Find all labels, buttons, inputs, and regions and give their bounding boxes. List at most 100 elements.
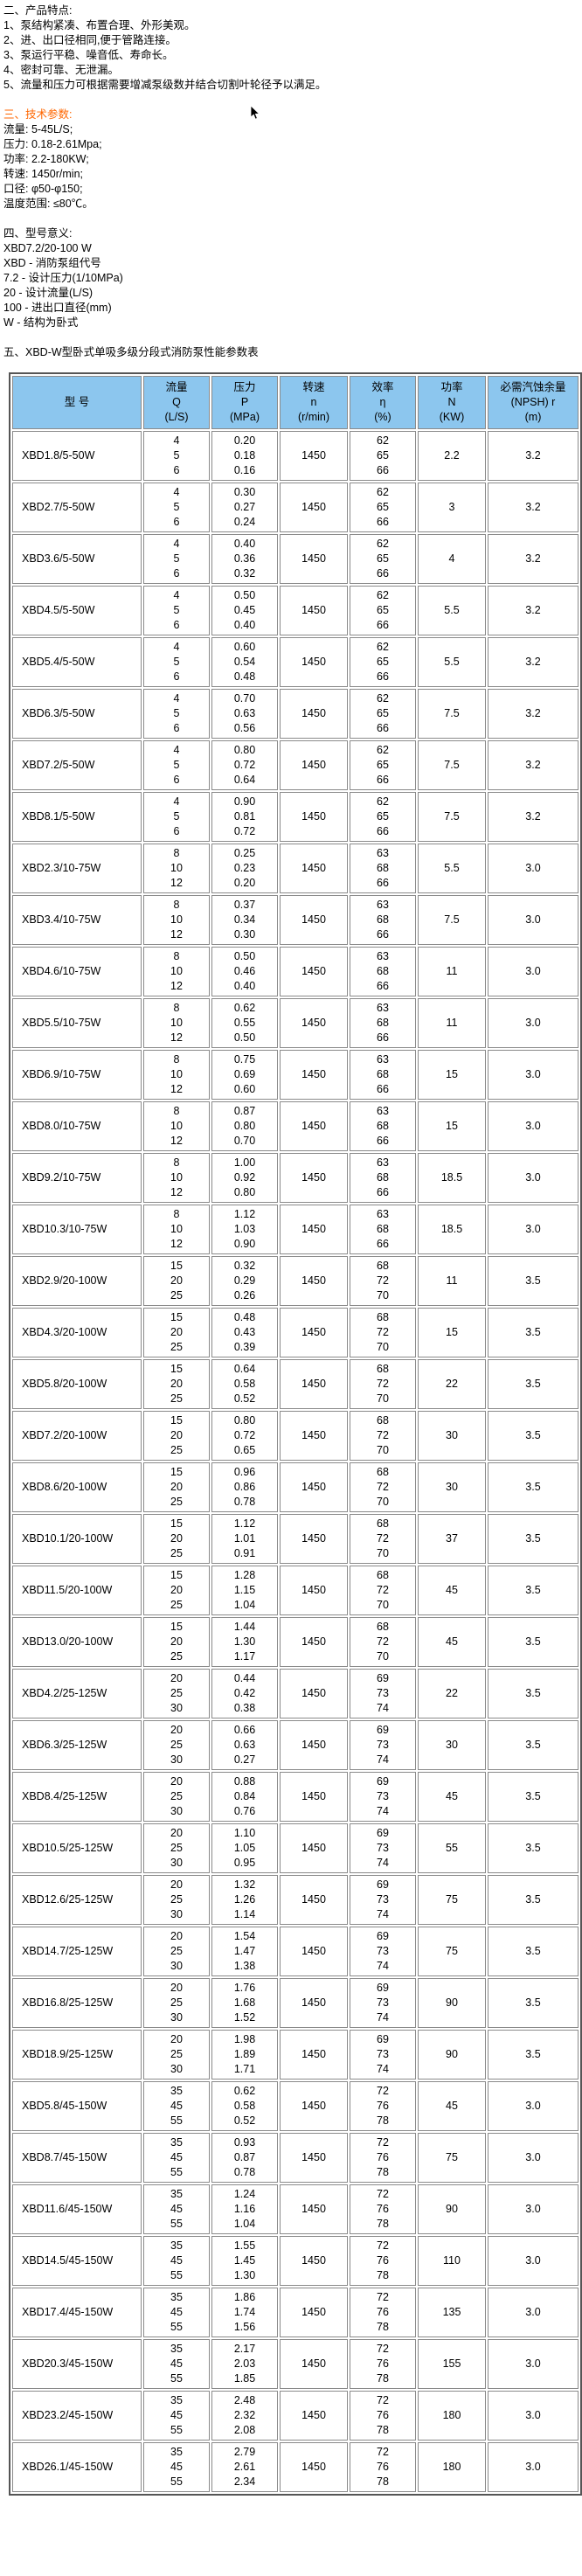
cell-flow: 8 10 12 xyxy=(143,1050,210,1100)
cell-model: XBD2.7/5-50W xyxy=(12,483,142,532)
cell-model: XBD14.7/25-125W xyxy=(12,1927,142,1976)
performance-table-header: 型 号流量 Q (L/S) 压力 P (MPa) 转速 n (r/min) 效率 η (%) 功率 N (K… xyxy=(12,376,579,429)
cell-power: 135 xyxy=(418,2288,486,2337)
cell-model: XBD8.4/25-125W xyxy=(12,1772,142,1822)
cell-pressure: 0.20 0.18 0.16 xyxy=(211,431,278,481)
cell-speed: 1450 xyxy=(280,1617,348,1667)
cell-flow: 8 10 12 xyxy=(143,1205,210,1254)
cell-npsh: 3.0 xyxy=(488,1101,579,1151)
table-row: XBD10.1/20-100W 15 20 25 1.12 1.01 0.91 1450 68 7… xyxy=(12,1514,579,1564)
cell-power: 5.5 xyxy=(418,586,486,635)
cell-model: XBD1.8/5-50W xyxy=(12,431,142,481)
cell-efficiency: 68 72 70 xyxy=(350,1617,416,1667)
cell-flow: 20 25 30 xyxy=(143,1978,210,2028)
cell-flow: 15 20 25 xyxy=(143,1514,210,1564)
cell-efficiency: 63 68 66 xyxy=(350,1153,416,1203)
cell-npsh: 3.0 xyxy=(488,1205,579,1254)
cell-pressure: 0.62 0.55 0.50 xyxy=(211,998,278,1048)
cell-efficiency: 62 65 66 xyxy=(350,534,416,584)
table-row: XBD6.3/25-125W 20 25 30 0.66 0.63 0.27 1450 69 73… xyxy=(12,1720,579,1770)
cell-speed: 1450 xyxy=(280,1205,348,1254)
cell-speed: 1450 xyxy=(280,1462,348,1512)
cell-npsh: 3.2 xyxy=(488,689,579,739)
cell-power: 7.5 xyxy=(418,895,486,945)
cell-pressure: 0.30 0.27 0.24 xyxy=(211,483,278,532)
cell-pressure: 0.25 0.23 0.20 xyxy=(211,844,278,893)
cell-efficiency: 72 76 78 xyxy=(350,2442,416,2492)
cell-model: XBD26.1/45-150W xyxy=(12,2442,142,2492)
cell-model: XBD4.2/25-125W xyxy=(12,1669,142,1718)
cell-npsh: 3.5 xyxy=(488,1411,579,1461)
cell-model: XBD2.3/10-75W xyxy=(12,844,142,893)
cell-power: 11 xyxy=(418,947,486,996)
cell-power: 30 xyxy=(418,1720,486,1770)
cell-power: 180 xyxy=(418,2442,486,2492)
cell-efficiency: 62 65 66 xyxy=(350,586,416,635)
cell-power: 90 xyxy=(418,2030,486,2080)
model-meaning-list: XBD7.2/20-100 W XBD - 消防泵组代号 7.2 - 设计压力(1/… xyxy=(3,241,582,330)
cell-efficiency: 72 76 78 xyxy=(350,2081,416,2131)
cell-efficiency: 69 73 74 xyxy=(350,1927,416,1976)
cell-speed: 1450 xyxy=(280,1359,348,1409)
cell-npsh: 3.5 xyxy=(488,2030,579,2080)
cell-speed: 1450 xyxy=(280,483,348,532)
cell-efficiency: 63 68 66 xyxy=(350,998,416,1048)
table-row: XBD4.3/20-100W 15 20 25 0.48 0.43 0.39 1450 68 72… xyxy=(12,1308,579,1357)
cell-model: XBD5.4/5-50W xyxy=(12,637,142,687)
cell-power: 15 xyxy=(418,1101,486,1151)
cell-npsh: 3.5 xyxy=(488,1772,579,1822)
cell-power: 45 xyxy=(418,1617,486,1667)
cell-efficiency: 69 73 74 xyxy=(350,1772,416,1822)
table-row: XBD6.9/10-75W 8 10 12 0.75 0.69 0.60 1450 63 68 66… xyxy=(12,1050,579,1100)
cell-model: XBD7.2/20-100W xyxy=(12,1411,142,1461)
cell-power: 45 xyxy=(418,1566,486,1615)
table-row: XBD3.6/5-50W 4 5 6 0.40 0.36 0.32 1450 62 65 66 4 3.… xyxy=(12,534,579,584)
cell-flow: 20 25 30 xyxy=(143,1720,210,1770)
performance-table: 型 号流量 Q (L/S) 压力 P (MPa) 转速 n (r/min) 效率 η (%) 功率 N (K… xyxy=(9,372,582,2496)
cell-pressure: 0.50 0.46 0.40 xyxy=(211,947,278,996)
cell-speed: 1450 xyxy=(280,2030,348,2080)
table-row: XBD9.2/10-75W 8 10 12 1.00 0.92 0.80 1450 63 68 66… xyxy=(12,1153,579,1203)
cell-efficiency: 62 65 66 xyxy=(350,637,416,687)
cell-flow: 8 10 12 xyxy=(143,844,210,893)
table-row: XBD7.2/20-100W 15 20 25 0.80 0.72 0.65 1450 68 72… xyxy=(12,1411,579,1461)
table-row: XBD8.0/10-75W 8 10 12 0.87 0.80 0.70 1450 63 68 66… xyxy=(12,1101,579,1151)
cell-speed: 1450 xyxy=(280,1875,348,1925)
feature-item: 1、泵结构紧凑、布置合理、外形美观。 xyxy=(3,19,196,31)
cell-efficiency: 68 72 70 xyxy=(350,1514,416,1564)
features-list: 1、泵结构紧凑、布置合理、外形美观。 2、进、出口径相同,便于管路连接。 3、泵运行… xyxy=(3,18,582,93)
cell-power: 45 xyxy=(418,1772,486,1822)
cell-flow: 8 10 12 xyxy=(143,998,210,1048)
cell-flow: 20 25 30 xyxy=(143,1669,210,1718)
table-row: XBD20.3/45-150W 35 45 55 2.17 2.03 1.85 1450 72 7… xyxy=(12,2339,579,2389)
cell-flow: 35 45 55 xyxy=(143,2081,210,2131)
cell-npsh: 3.5 xyxy=(488,1927,579,1976)
cell-npsh: 3.0 xyxy=(488,998,579,1048)
cell-pressure: 0.48 0.43 0.39 xyxy=(211,1308,278,1357)
cell-power: 75 xyxy=(418,1927,486,1976)
cell-speed: 1450 xyxy=(280,1823,348,1873)
table-row: XBD13.0/20-100W 15 20 25 1.44 1.30 1.17 1450 68 7… xyxy=(12,1617,579,1667)
cell-flow: 35 45 55 xyxy=(143,2339,210,2389)
cell-pressure: 0.62 0.58 0.52 xyxy=(211,2081,278,2131)
cell-npsh: 3.2 xyxy=(488,483,579,532)
cell-pressure: 0.70 0.63 0.56 xyxy=(211,689,278,739)
cell-speed: 1450 xyxy=(280,2133,348,2183)
cell-flow: 8 10 12 xyxy=(143,895,210,945)
cell-power: 55 xyxy=(418,1823,486,1873)
table-row: XBD7.2/5-50W 4 5 6 0.80 0.72 0.64 1450 62 65 66 7.5… xyxy=(12,740,579,790)
model-meaning-item: W - 结构为卧式 xyxy=(3,316,79,329)
cell-speed: 1450 xyxy=(280,740,348,790)
cell-power: 3 xyxy=(418,483,486,532)
cell-power: 110 xyxy=(418,2236,486,2286)
section-model-meaning: 四、型号意义: XBD7.2/20-100 W XBD - 消防泵组代号 7.2 -… xyxy=(3,226,582,330)
cell-flow: 35 45 55 xyxy=(143,2391,210,2441)
cell-model: XBD10.5/25-125W xyxy=(12,1823,142,1873)
table-row: XBD14.5/45-150W 35 45 55 1.55 1.45 1.30 1450 72 7… xyxy=(12,2236,579,2286)
cell-model: XBD12.6/25-125W xyxy=(12,1875,142,1925)
tech-param-item: 口径: φ50-φ150; xyxy=(3,183,83,195)
cell-speed: 1450 xyxy=(280,637,348,687)
